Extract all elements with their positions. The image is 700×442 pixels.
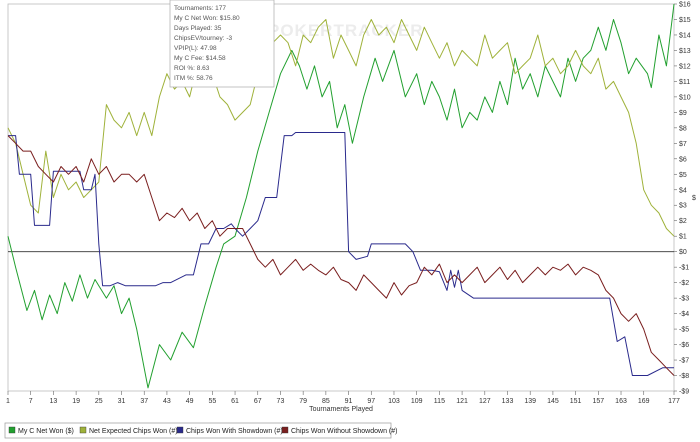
tooltip-line: ROI %: 8.63 xyxy=(174,65,210,72)
y-tick-label: -$9 xyxy=(679,389,689,396)
tooltip-box xyxy=(169,0,275,88)
legend-label-chips-won-with-showdown: Chips Won With Showdown (#) xyxy=(186,428,283,435)
tooltip-line: ChipsEV/tourney: -3 xyxy=(174,35,233,42)
y-tick-label: $11 xyxy=(679,79,690,86)
x-tick-label: 151 xyxy=(570,398,582,405)
x-tick-label: 13 xyxy=(50,398,58,405)
x-tick-label: 121 xyxy=(456,398,468,405)
y-tick-label: $2 xyxy=(679,218,687,225)
legend-item-my-c-net-won[interactable]: My C Net Won ($) xyxy=(8,426,74,435)
legend-swatch-chips-won-without-showdown xyxy=(281,426,289,434)
x-tick-label: 163 xyxy=(615,398,627,405)
tooltip-line: My C Net Won: $15.80 xyxy=(174,15,240,22)
x-tick-label: 55 xyxy=(208,398,216,405)
legend-label-net-expected-chips-won: Net Expected Chips Won (#) xyxy=(89,428,178,435)
x-tick-label: 73 xyxy=(277,398,285,405)
x-tick-label: 177 xyxy=(668,398,680,405)
y-tick-label: $16 xyxy=(679,2,691,9)
x-tick-label: 49 xyxy=(186,398,194,405)
y-tick-label: $13 xyxy=(679,48,691,55)
y-axis-title: $ xyxy=(692,195,696,202)
legend-swatch-my-c-net-won xyxy=(8,426,16,434)
tooltip-line: Days Played: 35 xyxy=(174,25,222,32)
y-tick-label: $5 xyxy=(679,172,687,179)
x-tick-label: 43 xyxy=(163,398,171,405)
legend-item-chips-won-with-showdown[interactable]: Chips Won With Showdown (#) xyxy=(176,426,283,435)
x-tick-label: 7 xyxy=(29,398,33,405)
x-tick-label: 115 xyxy=(434,398,445,405)
x-tick-label: 19 xyxy=(72,398,80,405)
y-tick-label: -$4 xyxy=(679,311,689,318)
y-tick-label: $8 xyxy=(679,125,687,132)
x-tick-label: 133 xyxy=(502,398,514,405)
series-layer xyxy=(7,3,675,389)
y-tick-label: $6 xyxy=(679,156,687,163)
legend-item-chips-won-without-showdown[interactable]: Chips Won Without Showdown (#) xyxy=(281,426,397,435)
series-line-chips-won-without-showdown xyxy=(7,135,675,376)
x-tick-label: 61 xyxy=(231,398,239,405)
x-tick-label: 109 xyxy=(411,398,423,405)
x-tick-label: 103 xyxy=(388,398,400,405)
tooltip-line: Tournaments: 177 xyxy=(174,5,226,12)
watermark: POKERTRACKER xyxy=(268,21,424,40)
y-tick-label: $12 xyxy=(679,63,691,70)
y-tick-label: -$3 xyxy=(679,296,689,303)
y-axis: -$9 -$8 -$7 -$6 -$5 -$4 -$3 -$2 -$1 $0 $1 $2 $3 $4 $5 $… xyxy=(674,2,691,396)
x-tick-label: 91 xyxy=(345,398,353,405)
x-tick-label: 169 xyxy=(638,398,650,405)
tooltip-line: My C Fee: $14.58 xyxy=(174,55,226,62)
series-line-my-c-net-won xyxy=(7,3,675,389)
x-tick-label: 85 xyxy=(322,398,330,405)
x-tick-label: 145 xyxy=(547,398,559,405)
x-tick-label: 127 xyxy=(479,398,491,405)
x-axis: 1 7 13 19 25 31 37 43 49 55 61 67 73 79 85 91 97 103 109 11… xyxy=(6,391,680,405)
y-tick-label: $7 xyxy=(679,141,687,148)
tooltip-line: ITM %: 58.76 xyxy=(174,75,213,82)
x-tick-label: 37 xyxy=(140,398,148,405)
y-tick-label: $10 xyxy=(679,94,691,101)
y-tick-label: $9 xyxy=(679,110,687,117)
legend: My C Net Won ($) Net Expected Chips Won … xyxy=(4,422,397,439)
x-tick-label: 1 xyxy=(6,398,10,405)
x-axis-title: Tournaments Played xyxy=(309,406,373,413)
y-tick-label: $1 xyxy=(679,234,687,241)
x-tick-label: 157 xyxy=(592,398,604,405)
plot-area xyxy=(7,3,675,392)
y-tick-label: -$8 xyxy=(679,373,689,380)
y-tick-label: $4 xyxy=(679,187,687,194)
x-tick-label: 79 xyxy=(299,398,307,405)
x-tick-label: 31 xyxy=(118,398,126,405)
legend-item-net-expected-chips-won[interactable]: Net Expected Chips Won (#) xyxy=(79,426,178,435)
y-tick-label: -$6 xyxy=(679,342,689,349)
x-tick-label: 97 xyxy=(367,398,375,405)
legend-frame xyxy=(4,422,392,439)
x-tick-label: 67 xyxy=(254,398,262,405)
legend-label-my-c-net-won: My C Net Won ($) xyxy=(18,428,74,435)
legend-label-chips-won-without-showdown: Chips Won Without Showdown (#) xyxy=(291,428,397,435)
watermark-text: POKERTRACKER xyxy=(268,21,424,40)
y-tick-label: -$1 xyxy=(679,265,689,272)
tooltip: Tournaments: 177 My C Net Won: $15.80 Da… xyxy=(169,0,275,88)
legend-swatch-net-expected-chips-won xyxy=(79,426,87,434)
y-tick-label: $14 xyxy=(679,32,691,39)
y-tick-label: $15 xyxy=(679,17,691,24)
x-tick-label: 139 xyxy=(524,398,536,405)
tooltip-line: VPIP(L): 47.98 xyxy=(174,45,217,52)
y-tick-label: -$5 xyxy=(679,327,689,334)
y-tick-label: -$2 xyxy=(679,280,689,287)
x-tick-label: 25 xyxy=(95,398,103,405)
series-line-net-expected-chips-won xyxy=(7,19,675,237)
y-tick-label: $3 xyxy=(679,203,687,210)
legend-swatch-chips-won-with-showdown xyxy=(176,426,184,434)
y-tick-label: $0 xyxy=(679,249,687,256)
y-tick-label: -$7 xyxy=(679,358,689,365)
